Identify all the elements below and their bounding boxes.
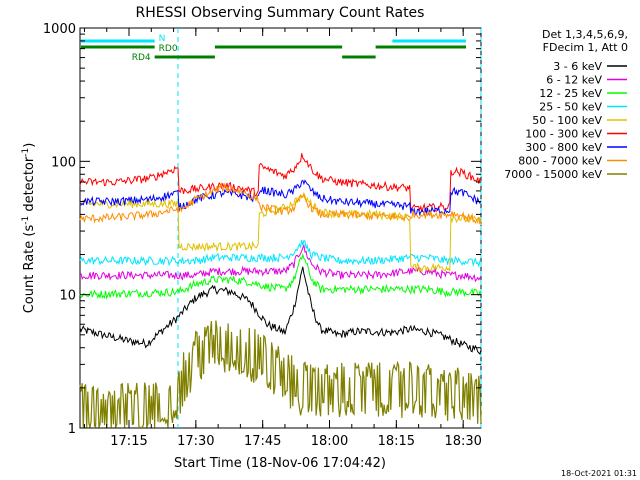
legend-label: 12 - 25 keV: [539, 87, 602, 100]
series-line-7000-15000-kev: [79, 320, 482, 428]
x-axis-label: Start Time (18-Nov-06 17:04:42): [174, 456, 386, 471]
x-tick-label: 17:15: [110, 434, 147, 449]
series-line-50-100-kev: [79, 191, 482, 274]
y-tick-label: 10: [59, 289, 76, 304]
segment-label-rd0: RD0: [159, 44, 178, 54]
legend-label: 50 - 100 keV: [532, 114, 602, 127]
y-tick-label: 100: [51, 155, 76, 170]
segment-label-rd4: RD4: [132, 53, 151, 63]
legend-label: 3 - 6 keV: [553, 60, 602, 73]
timestamp: 18-Oct-2021 01:31: [561, 469, 637, 478]
x-tick-label: 18:00: [311, 434, 348, 449]
x-tick-label: 18:30: [444, 434, 481, 449]
y-axis-label: Count Rate (s-1 detector-1): [21, 143, 37, 314]
series-line-100-300-kev: [79, 153, 481, 212]
y-tick-label: 1000: [43, 22, 76, 37]
legend-label: 100 - 300 keV: [525, 128, 602, 141]
legend-header: Det 1,3,4,5,6,9,: [542, 28, 628, 41]
x-tick-label: 17:30: [177, 434, 214, 449]
series-line-25-50-kev: [79, 239, 482, 269]
plot-frame: [79, 27, 482, 429]
series-line-800-7000-kev: [79, 182, 482, 225]
legend-header: FDecim 1, Att 0: [543, 41, 628, 54]
chart-title: RHESSI Observing Summary Count Rates: [136, 5, 425, 21]
legend-label: 7000 - 15000 keV: [504, 168, 602, 181]
legend-label: 800 - 7000 keV: [518, 155, 602, 168]
x-tick-label: 18:15: [378, 434, 415, 449]
segment-label-n: N: [159, 34, 166, 44]
y-tick-label: 1: [68, 422, 76, 437]
legend-label: 6 - 12 keV: [546, 74, 602, 87]
series-line-6-12-kev: [79, 243, 482, 283]
series-line-3-6-kev: [79, 266, 482, 355]
legend-label: 300 - 800 keV: [525, 141, 602, 154]
x-tick-label: 17:45: [244, 434, 281, 449]
series-line-12-25-kev: [79, 252, 482, 300]
legend-label: 25 - 50 keV: [539, 101, 602, 114]
series-line-300-800-kev: [79, 179, 482, 217]
